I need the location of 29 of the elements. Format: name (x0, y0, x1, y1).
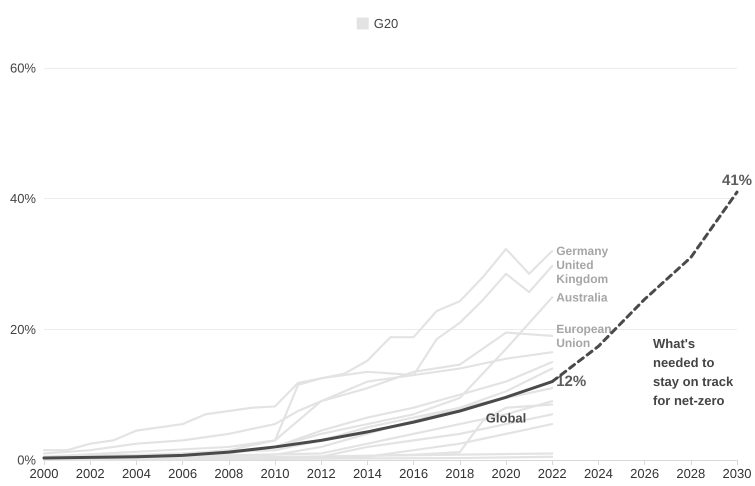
x-tick-label: 2024 (584, 466, 613, 481)
x-tick-label: 2008 (214, 466, 244, 481)
series-label: Global (486, 410, 526, 426)
x-tick-label: 2018 (445, 466, 474, 481)
x-tick-label: 2006 (168, 466, 198, 481)
annotation: 41% (722, 172, 752, 190)
x-tick-label: 2012 (306, 466, 336, 481)
x-tick-label: 2014 (352, 466, 382, 481)
x-tick-label: 2026 (630, 466, 660, 481)
x-tick-label: 2016 (399, 466, 428, 481)
y-tick-label: 60% (10, 60, 36, 76)
x-tick-label: 2002 (76, 466, 105, 481)
series-label: Germany (556, 244, 609, 258)
series-label: European Union (556, 322, 615, 350)
series-label: Australia (556, 290, 608, 304)
series-label: United Kingdom (556, 258, 608, 286)
legend-label: G20 (374, 16, 398, 31)
x-tick-label: 2022 (538, 466, 567, 481)
x-tick-label: 2004 (122, 466, 151, 481)
annotation: 12% (556, 373, 586, 390)
annotation: What's needed to stay on track for net-zero (653, 336, 737, 408)
y-tick-label: 20% (10, 322, 36, 337)
y-tick-label: 0% (17, 452, 36, 468)
x-tick-label: 2030 (722, 466, 752, 481)
x-tick-label: 2010 (260, 466, 290, 481)
x-tick-label: 2020 (492, 466, 520, 481)
x-tick-label: 2000 (30, 466, 58, 481)
y-tick-label: 40% (10, 191, 36, 206)
x-tick-label: 2028 (676, 466, 706, 481)
